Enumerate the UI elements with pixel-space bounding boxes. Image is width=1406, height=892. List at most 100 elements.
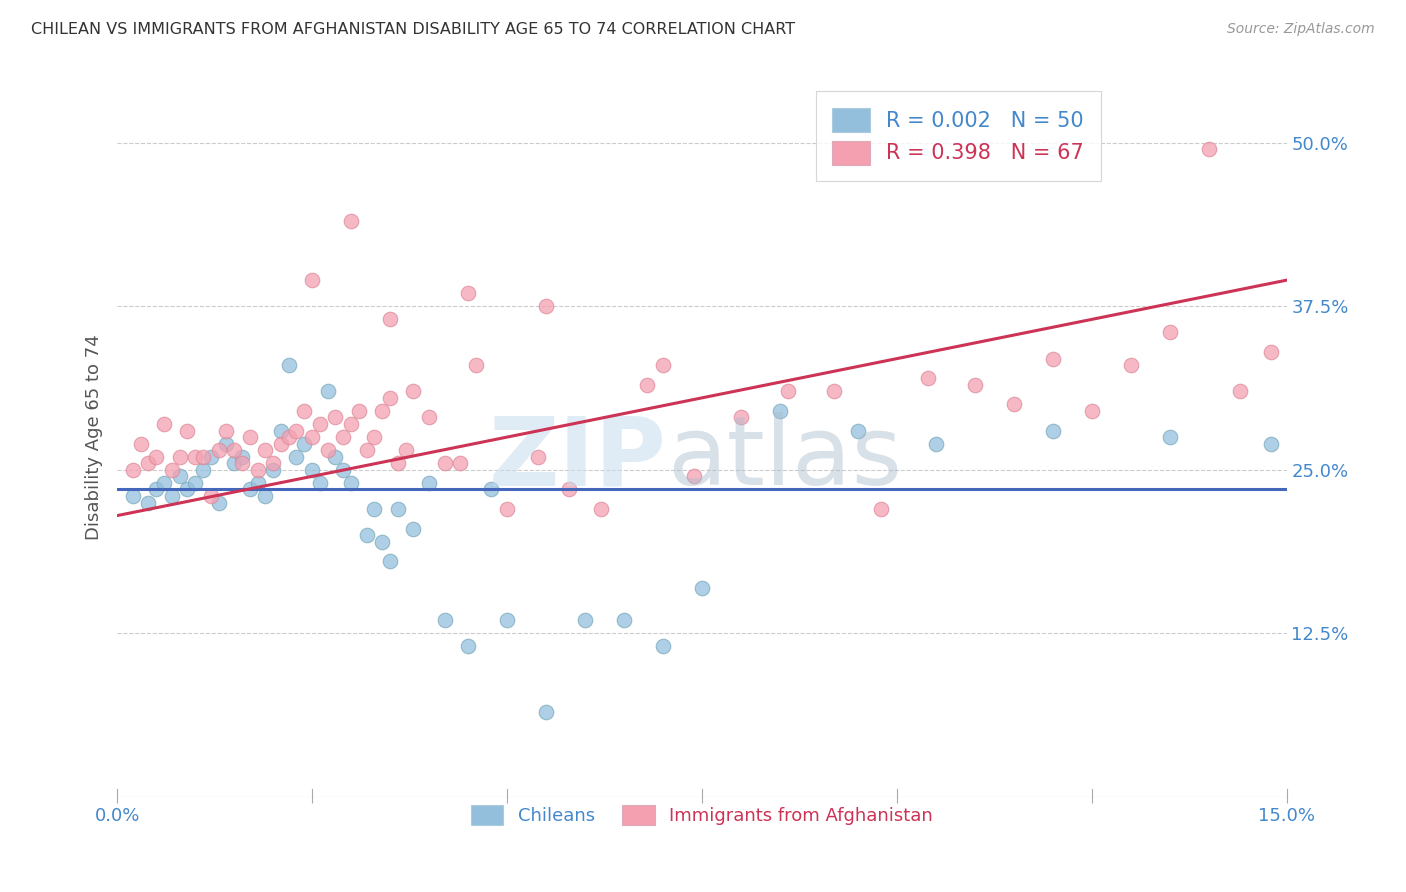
Immigrants from Afghanistan [402,384,425,399]
Immigrants from Afghanistan [292,404,315,418]
Immigrants from Afghanistan [191,450,214,464]
Immigrants from Afghanistan [262,456,284,470]
Immigrants from Afghanistan [464,358,486,372]
Immigrants from Afghanistan [231,456,253,470]
Chileans [145,483,167,497]
Immigrants from Afghanistan [418,410,440,425]
Immigrants from Afghanistan [277,430,299,444]
Immigrants from Afghanistan [527,450,550,464]
Immigrants from Afghanistan [378,312,401,326]
Chileans [433,613,456,627]
Legend: Chileans, Immigrants from Afghanistan: Chileans, Immigrants from Afghanistan [463,796,942,835]
Immigrants from Afghanistan [1119,358,1142,372]
Immigrants from Afghanistan [301,430,323,444]
Chileans [191,463,214,477]
Immigrants from Afghanistan [1042,351,1064,366]
Chileans [160,489,183,503]
Chileans [574,613,596,627]
Chileans [457,640,479,654]
Immigrants from Afghanistan [356,443,378,458]
Immigrants from Afghanistan [449,456,471,470]
Chileans [184,475,207,490]
Text: CHILEAN VS IMMIGRANTS FROM AFGHANISTAN DISABILITY AGE 65 TO 74 CORRELATION CHART: CHILEAN VS IMMIGRANTS FROM AFGHANISTAN D… [31,22,794,37]
Immigrants from Afghanistan [207,443,229,458]
Chileans [254,489,277,503]
Immigrants from Afghanistan [239,430,262,444]
Chileans [846,424,869,438]
Chileans [332,463,354,477]
Immigrants from Afghanistan [730,410,752,425]
Chileans [325,450,347,464]
Immigrants from Afghanistan [309,417,332,431]
Immigrants from Afghanistan [963,377,986,392]
Chileans [138,495,160,509]
Immigrants from Afghanistan [270,436,292,450]
Immigrants from Afghanistan [1002,397,1025,411]
Text: Source: ZipAtlas.com: Source: ZipAtlas.com [1227,22,1375,37]
Chileans [207,495,229,509]
Chileans [378,554,401,568]
Immigrants from Afghanistan [169,450,191,464]
Chileans [690,581,713,595]
Immigrants from Afghanistan [378,391,401,405]
Chileans [224,456,246,470]
Immigrants from Afghanistan [224,443,246,458]
Immigrants from Afghanistan [823,384,845,399]
Text: atlas: atlas [666,412,901,505]
Immigrants from Afghanistan [129,436,152,450]
Chileans [1159,430,1181,444]
Immigrants from Afghanistan [387,456,409,470]
Immigrants from Afghanistan [363,430,385,444]
Immigrants from Afghanistan [254,443,277,458]
Chileans [309,475,332,490]
Chileans [479,483,502,497]
Chileans [121,489,143,503]
Immigrants from Afghanistan [347,404,370,418]
Immigrants from Afghanistan [651,358,673,372]
Chileans [1042,424,1064,438]
Chileans [200,450,222,464]
Chileans [371,534,394,549]
Chileans [270,424,292,438]
Immigrants from Afghanistan [176,424,198,438]
Chileans [1260,436,1282,450]
Immigrants from Afghanistan [215,424,238,438]
Chileans [215,436,238,450]
Immigrants from Afghanistan [534,299,557,313]
Immigrants from Afghanistan [325,410,347,425]
Chileans [301,463,323,477]
Immigrants from Afghanistan [776,384,799,399]
Immigrants from Afghanistan [1229,384,1251,399]
Immigrants from Afghanistan [917,371,939,385]
Chileans [387,502,409,516]
Chileans [239,483,262,497]
Immigrants from Afghanistan [200,489,222,503]
Immigrants from Afghanistan [160,463,183,477]
Y-axis label: Disability Age 65 to 74: Disability Age 65 to 74 [86,334,103,540]
Immigrants from Afghanistan [870,502,893,516]
Chileans [246,475,269,490]
Chileans [316,384,339,399]
Immigrants from Afghanistan [246,463,269,477]
Chileans [262,463,284,477]
Immigrants from Afghanistan [636,377,658,392]
Chileans [496,613,519,627]
Immigrants from Afghanistan [285,424,308,438]
Immigrants from Afghanistan [1159,326,1181,340]
Immigrants from Afghanistan [496,502,519,516]
Immigrants from Afghanistan [1080,404,1102,418]
Immigrants from Afghanistan [153,417,176,431]
Chileans [613,613,636,627]
Immigrants from Afghanistan [1198,142,1220,156]
Chileans [402,522,425,536]
Chileans [176,483,198,497]
Chileans [277,358,299,372]
Chileans [418,475,440,490]
Immigrants from Afghanistan [301,273,323,287]
Chileans [231,450,253,464]
Immigrants from Afghanistan [433,456,456,470]
Immigrants from Afghanistan [121,463,143,477]
Immigrants from Afghanistan [457,286,479,301]
Text: ZIP: ZIP [489,412,666,505]
Chileans [292,436,315,450]
